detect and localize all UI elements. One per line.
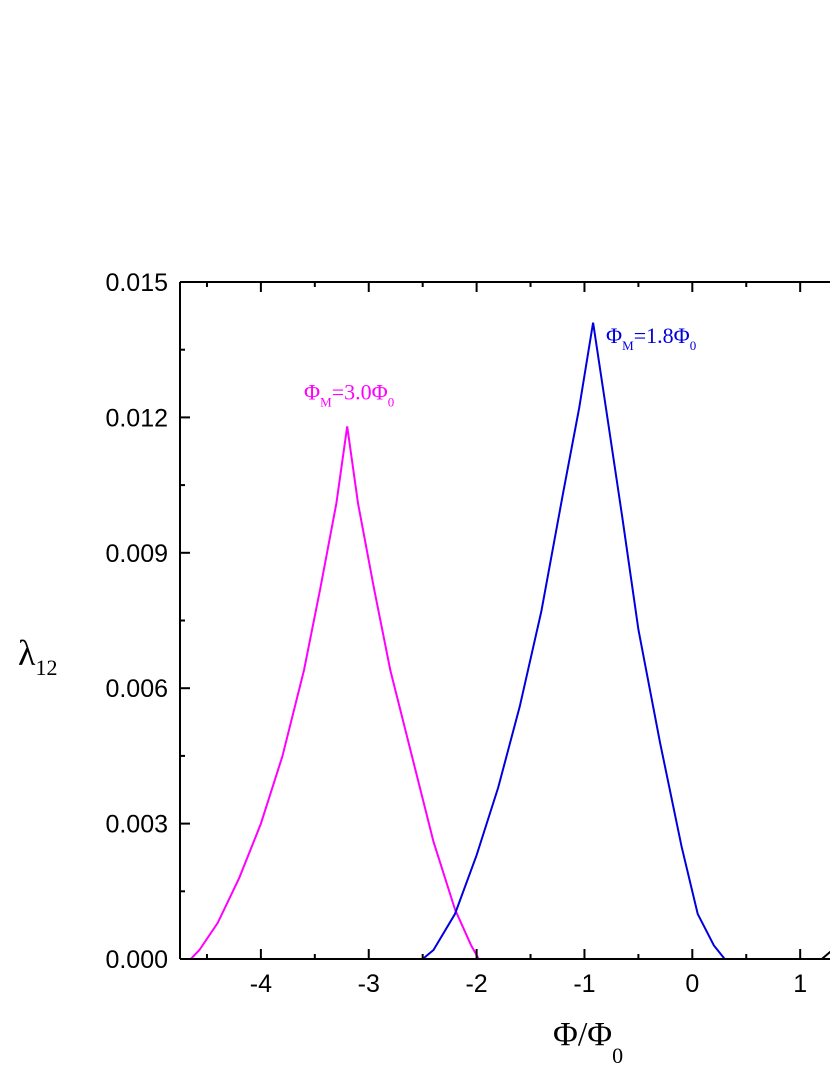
y-tick-label: 0.009 [105, 540, 168, 568]
y-axis-label: λ12 [18, 633, 57, 680]
series-line-2 [821, 950, 830, 959]
x-tick-label: 1 [793, 970, 807, 998]
y-axis-label-main: λ [18, 633, 36, 673]
series-line-1 [422, 322, 726, 959]
y-axis-label-sub: 12 [35, 655, 57, 680]
y-tick-label: 0.015 [105, 269, 168, 297]
x-tick-label: -3 [358, 970, 380, 998]
y-tick-label: 0.000 [105, 946, 168, 974]
x-tick-label: -4 [250, 970, 272, 998]
y-tick-label: 0.006 [105, 675, 168, 703]
x-axis-label-sub: 0 [612, 1043, 623, 1068]
series-annotation-0: ΦM=3.0Φ0 [304, 379, 394, 409]
series-annotation-1: ΦM=1.8Φ0 [606, 323, 696, 353]
series-line-0 [190, 426, 480, 959]
x-tick-label: 0 [685, 970, 699, 998]
x-tick-label: -1 [573, 970, 595, 998]
series-layer [190, 322, 830, 959]
x-axis-label-main: Φ/Φ [553, 1016, 612, 1053]
x-axis-label: Φ/Φ0 [553, 1016, 623, 1068]
axes-layer: -4-3-2-10120.0000.0030.0060.0090.0120.01… [105, 269, 830, 998]
x-tick-label: -2 [465, 970, 487, 998]
y-tick-label: 0.003 [105, 811, 168, 839]
y-tick-label: 0.012 [105, 404, 168, 432]
